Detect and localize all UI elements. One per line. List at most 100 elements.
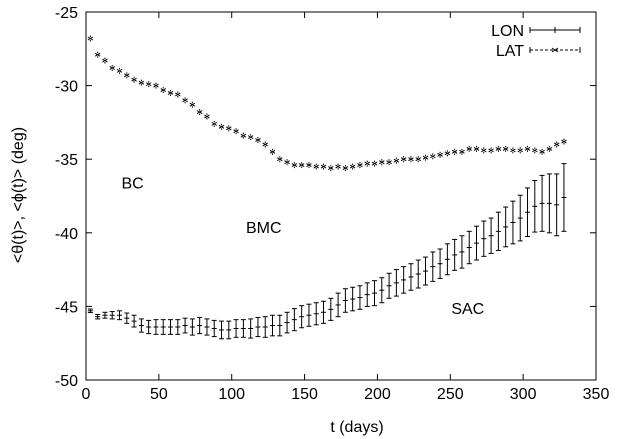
lat-marker-b [502, 146, 509, 151]
lon-point [306, 303, 312, 327]
lat-point [495, 145, 502, 152]
lat-point [422, 154, 429, 161]
lat-point [116, 67, 123, 74]
lat-point [561, 138, 567, 145]
lat-marker-b [138, 80, 145, 85]
y-tick-label: -35 [55, 152, 78, 169]
lat-point [539, 148, 545, 155]
x-tick-label: 50 [150, 386, 168, 403]
lat-point [306, 162, 312, 169]
lat-point [386, 159, 392, 166]
lat-marker-b [182, 98, 188, 103]
lon-point [430, 251, 436, 282]
lat-point [488, 147, 494, 154]
lat-point [160, 87, 166, 94]
x-tick-label: 350 [583, 386, 610, 403]
lon-point [102, 311, 108, 319]
lat-marker-b [459, 149, 465, 154]
y-axis-label: <θ(t)>, <ϕ(t)> (deg) [10, 127, 27, 263]
lon-point [444, 243, 450, 276]
lat-point [473, 145, 480, 152]
lon-point [233, 319, 239, 338]
lat-marker-b [546, 146, 553, 151]
annotation-bc: BC [122, 176, 144, 193]
lat-point [328, 165, 334, 172]
lon-point [95, 313, 101, 320]
lon-point [401, 266, 407, 294]
lat-marker-b [247, 135, 254, 140]
lat-point [335, 163, 341, 170]
legend-label-lat: LAT [496, 43, 524, 60]
lat-marker-b [561, 139, 567, 144]
lat-marker-b [379, 160, 385, 165]
lon-point [466, 230, 472, 265]
lat-marker-b [517, 148, 523, 153]
lat-point [364, 160, 370, 167]
lat-point [240, 132, 247, 139]
lat-point [218, 123, 225, 130]
lat-marker-b [510, 148, 516, 153]
lat-point [451, 148, 458, 155]
lat-point [349, 163, 356, 170]
lat-marker-b [342, 166, 349, 170]
lon-point [517, 194, 523, 242]
lon-point [131, 314, 137, 328]
lon-point [546, 173, 552, 234]
lon-point [124, 312, 130, 324]
lat-marker-b [539, 149, 545, 154]
y-tick-label: -40 [55, 226, 78, 243]
x-tick-label: 0 [82, 386, 91, 403]
x-tick-label: 250 [437, 386, 464, 403]
lon-point [372, 280, 378, 307]
lon-point [328, 297, 334, 321]
lat-marker-b [335, 164, 341, 169]
series-lon [87, 163, 567, 340]
lat-point [131, 76, 137, 83]
lon-point [146, 319, 152, 335]
lon-point [204, 318, 210, 336]
lat-point [226, 125, 232, 132]
lon-point [488, 217, 494, 254]
series-layer [87, 35, 567, 340]
lat-point [524, 145, 531, 152]
lat-marker-b [131, 77, 137, 82]
lat-marker-b [328, 166, 334, 170]
lon-point [393, 269, 399, 297]
lon-point [175, 319, 181, 335]
lat-marker-b [320, 164, 327, 169]
lat-marker-b [298, 163, 305, 168]
lon-point [255, 316, 261, 338]
lat-point [532, 147, 538, 154]
legend-marker-lat-b [551, 47, 559, 53]
axis-ticks: 0 50 100 150 200 250 300 350 -50 -45 -40 -35 -30 -25 [55, 5, 610, 403]
lon-point [459, 235, 465, 269]
lat-point [94, 51, 101, 58]
lon-point [561, 163, 567, 232]
lat-point [298, 162, 305, 169]
lat-marker-b [175, 92, 181, 97]
lat-point [408, 156, 414, 163]
lat-marker-b [532, 148, 538, 153]
lat-point [313, 163, 319, 170]
lat-point [502, 145, 509, 152]
lat-marker-b [437, 152, 443, 157]
lat-marker-b [451, 149, 458, 154]
lon-point [109, 311, 115, 320]
lat-marker-b [262, 142, 268, 147]
lon-point [299, 305, 305, 329]
lat-marker-b [488, 148, 494, 153]
plot-border [85, 11, 597, 381]
y-tick-label: -50 [55, 373, 78, 390]
lat-marker-b [349, 164, 356, 169]
legend-label-lon: LON [491, 23, 524, 40]
lat-point [167, 89, 174, 96]
lon-point [160, 319, 166, 335]
lat-point [262, 141, 268, 148]
lat-marker-b [102, 58, 108, 63]
lat-point [175, 91, 181, 98]
lat-point [153, 82, 159, 89]
lat-point [189, 101, 196, 108]
lat-marker-b [211, 121, 217, 126]
lat-marker-b [291, 163, 298, 168]
x-tick-label: 300 [510, 386, 537, 403]
